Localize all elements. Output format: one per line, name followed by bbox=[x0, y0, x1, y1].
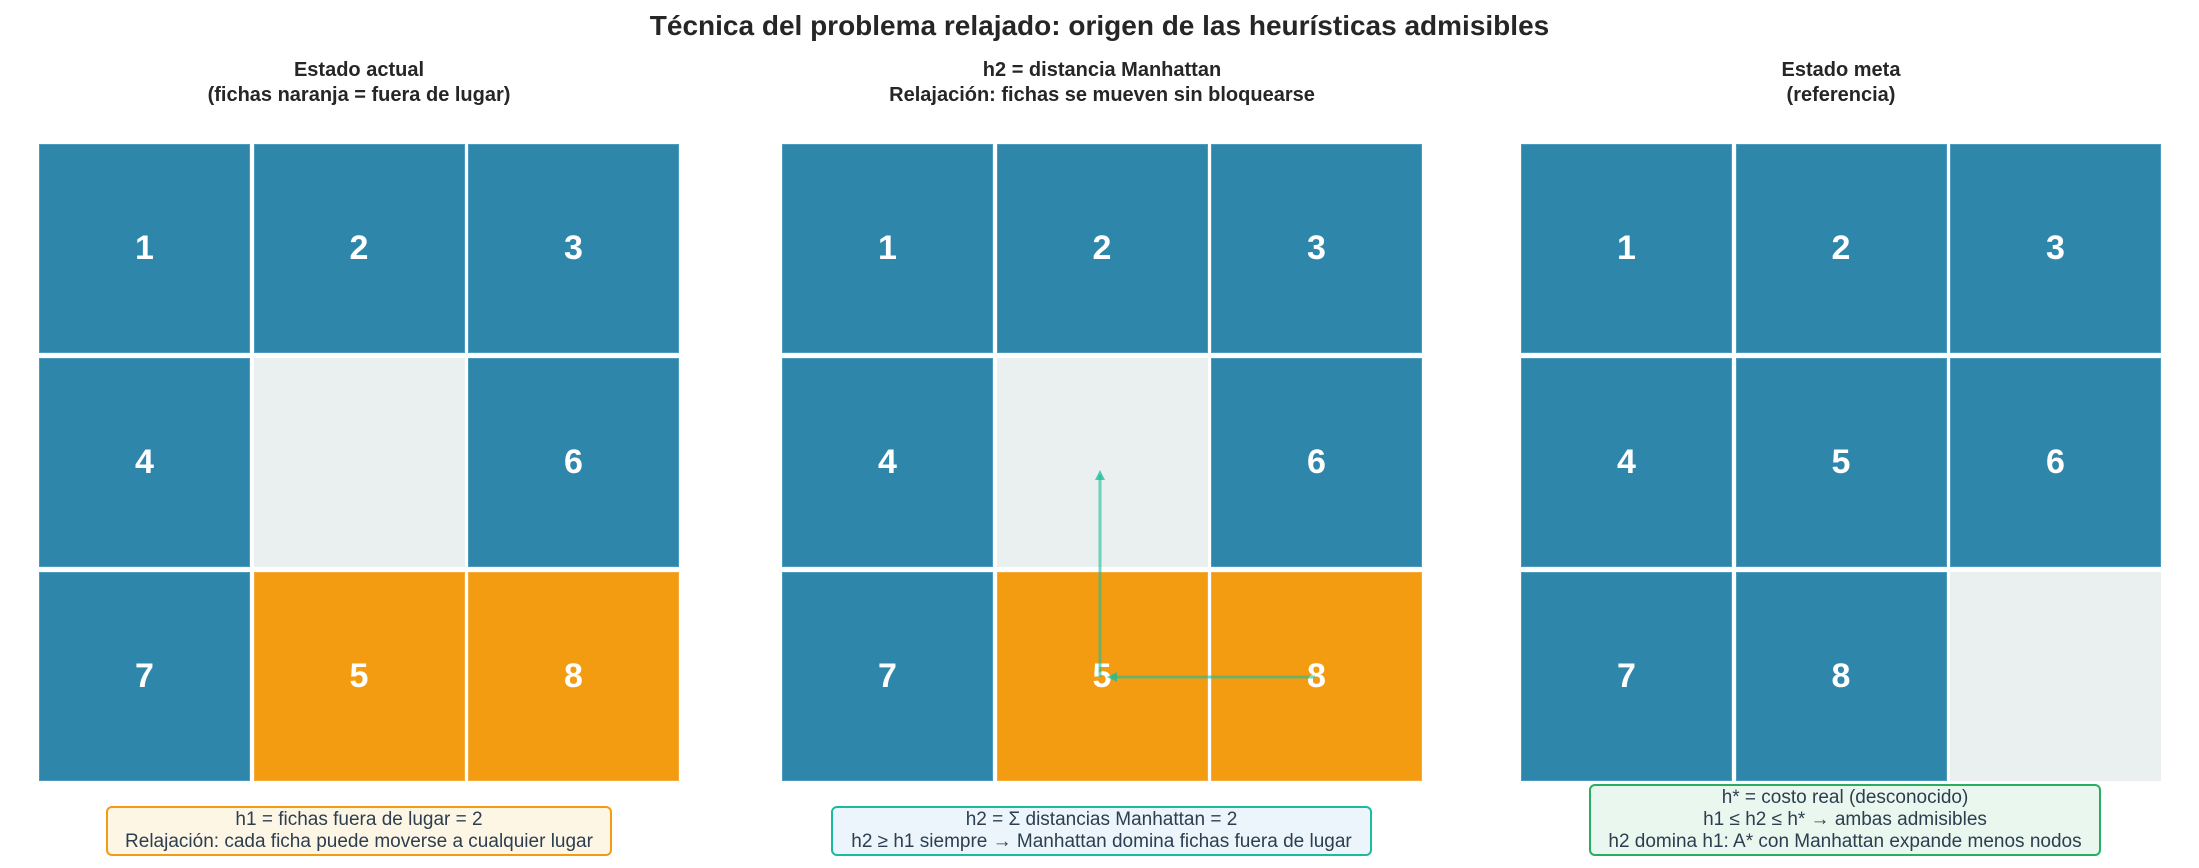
figure-title: Técnica del problema relajado: origen de… bbox=[649, 10, 1550, 41]
panel-title-line2: Relajación: fichas se mueven sin bloquea… bbox=[889, 84, 1315, 106]
puzzle-tile: 6 bbox=[1950, 358, 2161, 567]
puzzle-tile: 5 bbox=[253, 572, 465, 781]
puzzle-tile: 6 bbox=[468, 358, 679, 567]
puzzle-tile: 3 bbox=[1950, 144, 2161, 353]
note-line: h2 = Σ distancias Manhattan = 2 bbox=[965, 809, 1238, 830]
puzzle-tile: 3 bbox=[1211, 144, 1422, 353]
puzzle-tile: 8 bbox=[468, 572, 679, 781]
note-h2: h2 = Σ distancias Manhattan = 2 h2 ≥ h1 … bbox=[831, 806, 1372, 856]
blank-tile bbox=[253, 358, 465, 567]
puzzle-tile: 5 bbox=[996, 572, 1208, 781]
panel-title-line1: Estado meta bbox=[1781, 59, 1901, 81]
note-line: h1 ≤ h2 ≤ h* → ambas admisibles bbox=[1703, 809, 1987, 830]
puzzle-tile: 1 bbox=[1521, 144, 1732, 353]
note-line: Relajación: cada ficha puede moverse a c… bbox=[125, 831, 593, 852]
puzzle-tile: 8 bbox=[1735, 572, 1947, 781]
note-h1: h1 = fichas fuera de lugar = 2 Relajació… bbox=[106, 806, 612, 856]
note-line: h1 = fichas fuera de lugar = 2 bbox=[235, 809, 483, 830]
note-line: h2 ≥ h1 siempre → Manhattan domina ficha… bbox=[851, 831, 1352, 852]
panel-current-title: Estado actual (fichas naranja = fuera de… bbox=[39, 58, 679, 108]
puzzle-tile: 2 bbox=[996, 144, 1208, 353]
puzzle-tile: 1 bbox=[782, 144, 993, 353]
puzzle-tile: 7 bbox=[782, 572, 993, 781]
blank-tile bbox=[996, 358, 1208, 567]
blank-tile bbox=[1950, 572, 2161, 781]
puzzle-tile: 7 bbox=[1521, 572, 1732, 781]
puzzle-tile: 3 bbox=[468, 144, 679, 353]
panel-goal-title: Estado meta (referencia) bbox=[1521, 58, 2161, 108]
note-line: h* = costo real (desconocido) bbox=[1721, 787, 1969, 808]
panel-title-line2: (referencia) bbox=[1786, 84, 1896, 106]
puzzle-tile: 7 bbox=[39, 572, 250, 781]
note-line: h2 domina h1: A* con Manhattan expande m… bbox=[1608, 831, 2082, 852]
puzzle-tile: 6 bbox=[1211, 358, 1422, 567]
panel-title-line1: Estado actual bbox=[293, 59, 425, 81]
puzzle-tile: 5 bbox=[1735, 358, 1947, 567]
puzzle-tile: 2 bbox=[1735, 144, 1947, 353]
panel-manhattan-title: h2 = distancia Manhattan Relajación: fic… bbox=[782, 58, 1422, 108]
puzzle-tile: 2 bbox=[253, 144, 465, 353]
puzzle-tile: 1 bbox=[39, 144, 250, 353]
puzzle-tile: 4 bbox=[782, 358, 993, 567]
puzzle-tile: 4 bbox=[39, 358, 250, 567]
puzzle-tile: 4 bbox=[1521, 358, 1732, 567]
note-hstar: h* = costo real (desconocido) h1 ≤ h2 ≤ … bbox=[1589, 784, 2101, 856]
panel-title-line1: h2 = distancia Manhattan bbox=[982, 59, 1222, 81]
puzzle-tile: 8 bbox=[1211, 572, 1422, 781]
panel-title-line2: (fichas naranja = fuera de lugar) bbox=[207, 84, 511, 106]
